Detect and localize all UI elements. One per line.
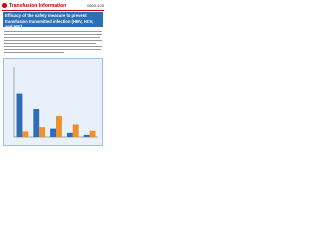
bar — [66, 132, 73, 137]
header-title: Transfusion Information — [9, 3, 67, 9]
bar — [33, 109, 40, 137]
document-title: Efficacy of the safety measure to preven… — [5, 13, 94, 29]
page-body: {"header": {"title": "Transfusion Inform… — [0, 0, 106, 150]
text-line — [4, 31, 102, 32]
chart-box — [3, 58, 103, 146]
logo — [2, 3, 7, 8]
chart — [13, 67, 98, 138]
bar — [16, 93, 23, 137]
title-box: Efficacy of the safety measure to preven… — [3, 12, 103, 29]
bar — [56, 116, 62, 137]
bar — [83, 134, 90, 137]
text-line — [4, 37, 100, 38]
bar — [22, 131, 29, 137]
text-line — [4, 43, 96, 44]
text-line — [4, 46, 102, 47]
bar — [39, 127, 46, 137]
header: Transfusion Information 0809-105 — [2, 2, 104, 11]
text-line — [4, 40, 102, 41]
text-line — [4, 52, 64, 53]
text-line — [4, 34, 102, 35]
issue-number: 0809-105 — [87, 3, 104, 8]
bar — [50, 128, 56, 137]
bar — [89, 130, 96, 137]
text-line — [4, 49, 101, 50]
bar — [72, 124, 79, 137]
page: Transfusion Information 0809-105 Efficac… — [0, 0, 106, 150]
